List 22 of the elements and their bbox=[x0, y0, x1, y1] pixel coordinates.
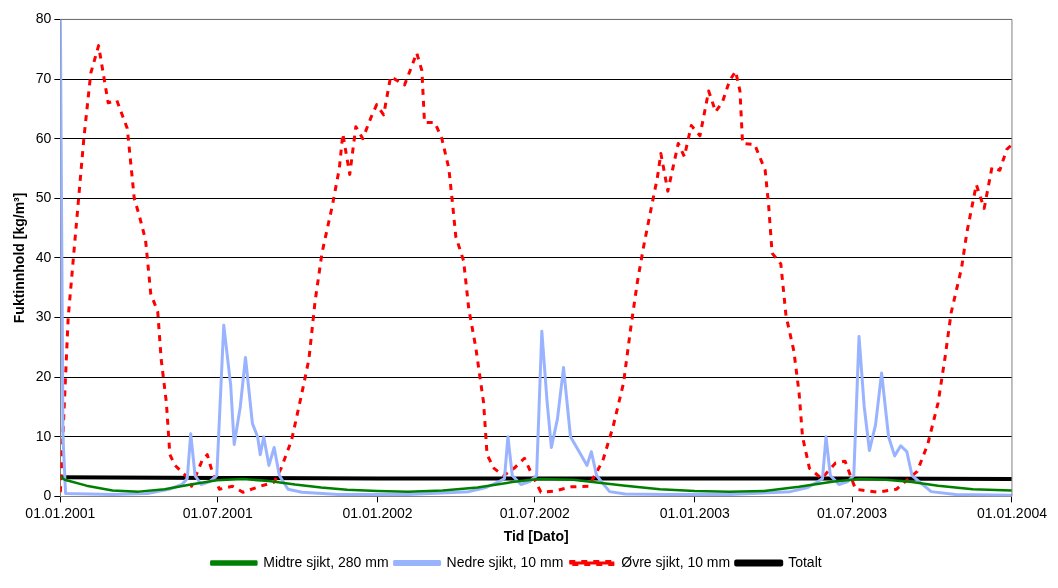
x-axis-title: Tid [Dato] bbox=[503, 528, 569, 545]
y-tick-label: 80 bbox=[35, 10, 52, 27]
x-tick-label: 01.01.2001 bbox=[25, 504, 96, 521]
y-tick-label: 30 bbox=[35, 308, 52, 325]
x-tick-label: 01.07.2001 bbox=[182, 504, 253, 521]
legend-label: Øvre sjikt, 10 mm bbox=[621, 553, 731, 570]
y-tick-label: 50 bbox=[35, 189, 52, 206]
y-tick-label: 0 bbox=[43, 487, 52, 504]
legend-label: Totalt bbox=[788, 553, 822, 570]
legend-label: Nedre sjikt, 10 mm bbox=[446, 553, 564, 570]
y-tick-label: 40 bbox=[35, 248, 52, 265]
x-tick-label: 01.07.2003 bbox=[817, 504, 888, 521]
y-tick-label: 20 bbox=[35, 368, 52, 385]
x-tick-label: 01.01.2003 bbox=[659, 504, 731, 521]
x-tick-label: 01.01.2004 bbox=[976, 504, 1048, 521]
legend-label: Midtre sjikt, 280 mm bbox=[263, 553, 389, 570]
y-tick-label: 60 bbox=[35, 129, 52, 146]
y-axis-title: Fuktinnhold [kg/m³] bbox=[11, 192, 28, 324]
y-tick-label: 10 bbox=[35, 427, 52, 444]
x-tick-label: 01.01.2002 bbox=[342, 504, 413, 521]
x-tick-label: 01.07.2002 bbox=[499, 504, 571, 521]
y-tick-label: 70 bbox=[35, 69, 52, 86]
